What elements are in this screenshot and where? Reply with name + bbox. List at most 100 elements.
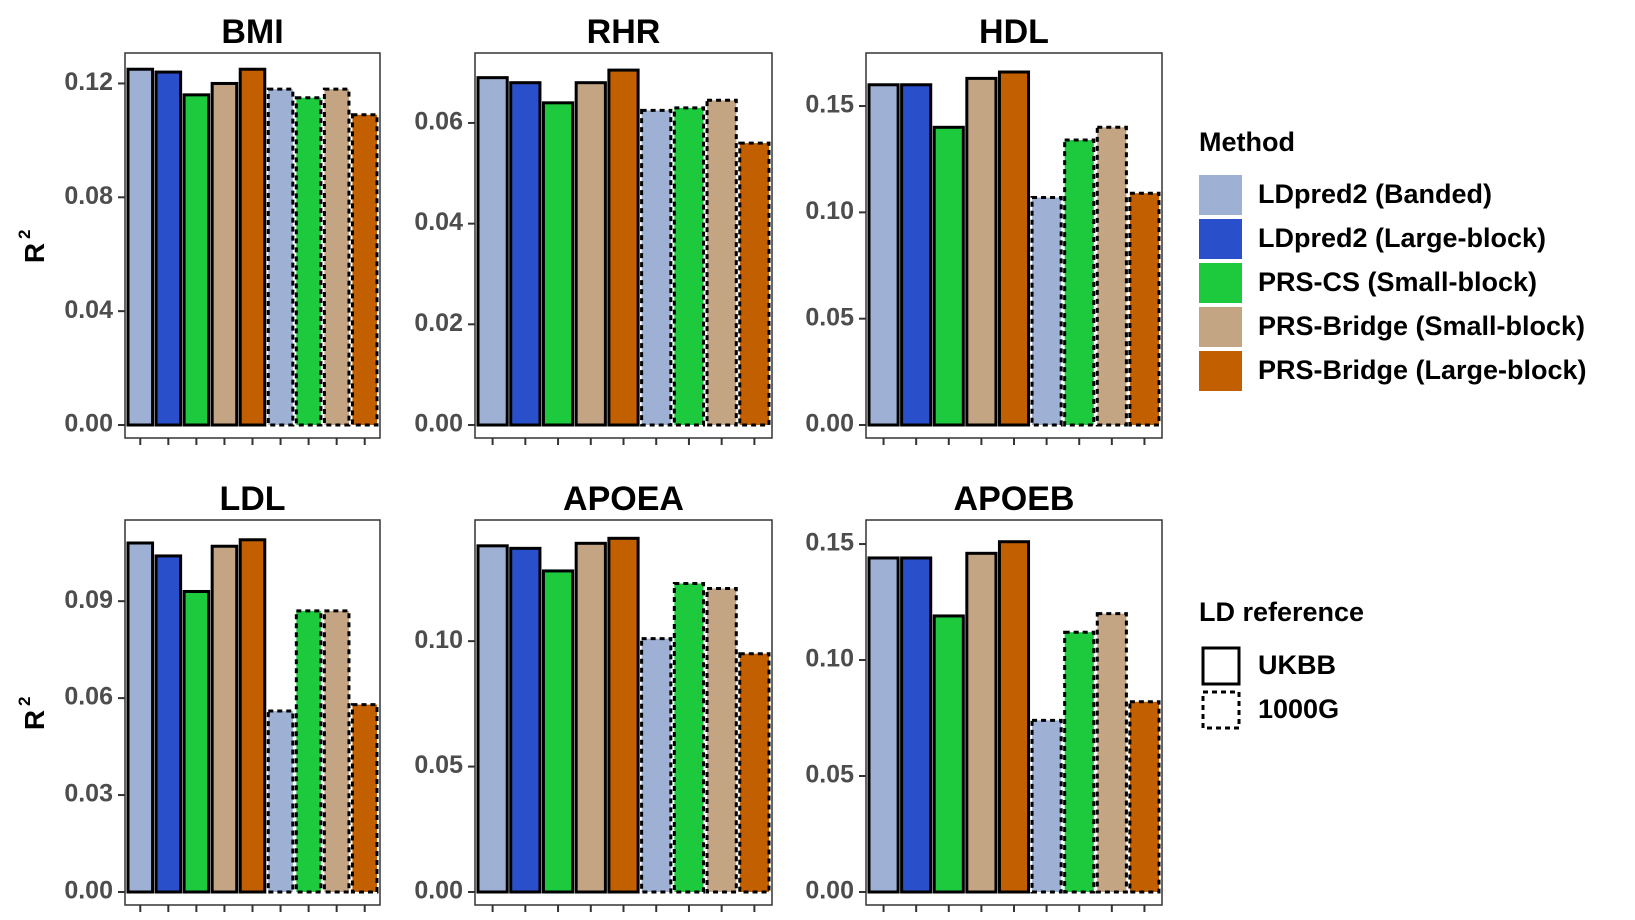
y-tick-label-hdl-2: 0.10 [805,197,854,225]
bar-bmi-5 [238,67,267,427]
panel-title-apoeb: APOEB [954,480,1075,518]
legend-label-4: PRS-Bridge (Small-block) [1258,311,1585,341]
bar-ldl-2 [154,554,183,894]
bar-apoea-4 [574,541,607,894]
bar-hdl-8 [1095,125,1128,427]
bar-hdl-9 [1128,191,1161,427]
y-axis-label-superscript: 2 [15,697,34,706]
panels-grid: BMI0.000.040.080.12R2RHR0.000.020.040.06… [15,13,1163,912]
y-tick-label-bmi-3: 0.12 [64,68,113,96]
y-axis-label-ldl: R2 [15,697,50,731]
legend-key-2 [1199,219,1242,259]
y-tick-label-rhr-0: 0.00 [414,410,463,438]
panel-title-rhr: RHR [587,13,661,51]
legend-label-2: LDpred2 (Large-block) [1258,223,1546,253]
bar-apoea-1 [476,544,509,894]
bar-apoeb-3 [932,614,965,894]
bar-rhr-4 [574,81,607,427]
bar-apoea-8 [705,586,738,894]
bar-bmi-8 [322,87,351,427]
legend-ld-title: LD reference [1199,597,1364,627]
bar-bmi-6 [266,87,295,427]
bar-rhr-1 [476,76,509,427]
legend-ld-label-1000g: 1000G [1258,694,1339,724]
legend-label-5: PRS-Bridge (Large-block) [1258,355,1587,385]
y-tick-label-ldl-3: 0.09 [64,586,113,614]
bar-rhr-9 [738,141,771,427]
bar-rhr-7 [672,106,706,427]
legend-ld-key-ukbb [1201,646,1241,686]
bar-ldl-6 [266,709,295,894]
panel-rhr: RHR 0.00 0.02 0.04 0.06 [414,13,773,445]
bar-rhr-8 [705,98,738,427]
bar-bmi-3 [182,93,211,427]
bar-hdl-1 [867,83,900,427]
y-tick-label-apoeb-0: 0.00 [805,877,854,905]
legend: Method LDpred2 (Banded) LDpred2 (Large-blo… [1199,127,1587,730]
bar-bmi-4 [210,81,239,427]
y-tick-label-apoeb-2: 0.10 [805,645,854,673]
bar-ldl-4 [210,544,239,894]
bar-ldl-8 [322,609,351,894]
bar-rhr-3 [541,101,575,427]
bar-apoeb-1 [867,556,900,894]
bar-ldl-7 [294,609,323,894]
panel-border-apoea [474,519,773,906]
y-tick-label-bmi-2: 0.08 [64,182,113,210]
bar-apoeb-5 [997,540,1031,894]
panel-apoeb: APOEB 0.00 0.05 0.10 0.15 [805,480,1163,912]
y-tick-label-rhr-3: 0.06 [414,108,463,136]
legend-label-1: LDpred2 (Banded) [1258,179,1492,209]
panel-border-ldl [124,519,381,906]
bar-apoea-7 [672,581,706,894]
legend-label-3: PRS-CS (Small-block) [1258,267,1537,297]
bar-hdl-7 [1063,138,1096,427]
y-axis-label-text: R [19,710,50,730]
y-tick-label-hdl-3: 0.15 [805,91,854,119]
bar-bmi-1 [126,67,155,427]
bar-bmi-2 [154,70,183,427]
bar-hdl-3 [932,125,965,427]
y-tick-label-hdl-0: 0.00 [805,410,854,438]
bar-apoeb-6 [1030,718,1063,894]
bar-apoea-6 [640,637,673,894]
bar-apoeb-7 [1063,630,1096,894]
panel-title-bmi: BMI [221,13,283,51]
bar-bmi-9 [350,113,379,427]
y-tick-label-apoea-0: 0.00 [414,877,463,905]
y-tick-label-ldl-0: 0.00 [64,877,113,905]
legend-key-5 [1199,351,1242,391]
legend-key-1 [1199,175,1242,215]
bar-ldl-1 [126,541,155,894]
legend-key-3 [1199,263,1242,303]
bar-rhr-6 [640,108,673,427]
bar-hdl-6 [1030,195,1063,427]
panel-apoea: APOEA 0.00 0.05 0.10 [414,480,773,912]
panel-title-ldl: LDL [219,480,285,518]
legend-ld-label-ukbb: UKBB [1258,650,1336,680]
bar-apoea-9 [738,652,771,894]
y-tick-label-apoea-2: 0.10 [414,626,463,654]
y-tick-label-ldl-1: 0.03 [64,780,113,808]
panel-border-rhr [474,52,773,439]
bar-apoeb-8 [1095,612,1128,894]
bar-apoeb-4 [965,551,998,894]
bar-ldl-5 [238,538,267,894]
bar-bmi-7 [294,96,323,427]
y-axis-label-bmi: R2 [15,230,50,264]
panel-border-bmi [124,52,381,439]
legend-key-4 [1199,307,1242,347]
y-tick-label-bmi-0: 0.00 [64,410,113,438]
bar-apoeb-2 [900,556,933,894]
panel-hdl: HDL 0.00 0.05 0.10 0.15 [805,13,1163,445]
y-tick-label-apoeb-1: 0.05 [805,761,854,789]
panel-border-hdl [865,52,1163,439]
y-tick-label-apoea-1: 0.05 [414,751,463,779]
bar-apoea-5 [607,536,640,894]
panel-title-hdl: HDL [979,13,1049,51]
bar-rhr-2 [509,81,542,427]
panel-title-apoea: APOEA [563,480,684,518]
